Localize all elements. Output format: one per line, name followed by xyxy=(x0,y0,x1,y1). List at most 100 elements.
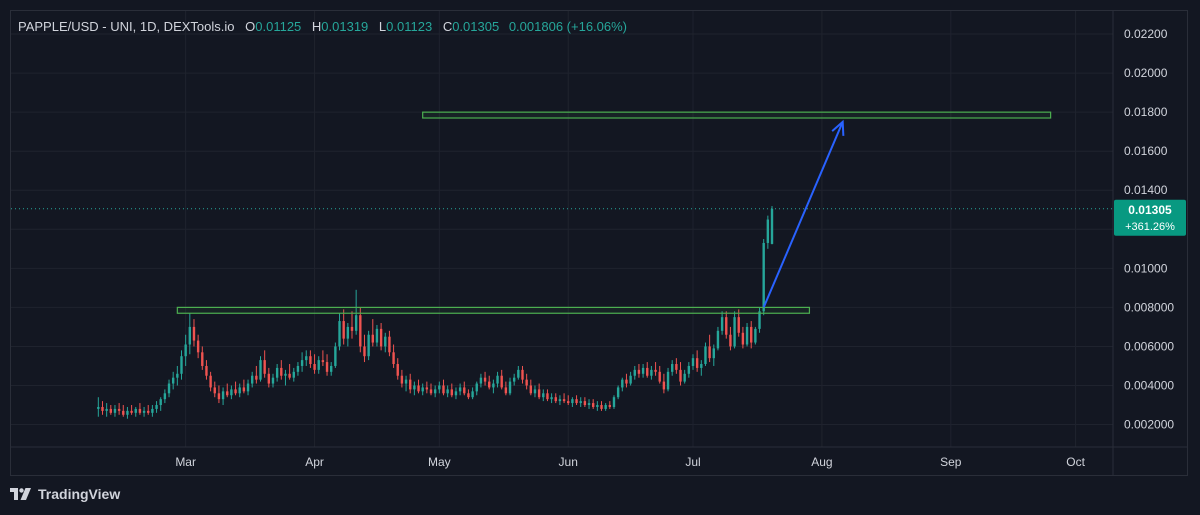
candle-body xyxy=(109,408,113,413)
candle-body xyxy=(504,387,508,394)
candle-body xyxy=(359,315,362,347)
candle-body xyxy=(188,326,192,345)
candle-body xyxy=(400,375,404,384)
candle-body xyxy=(700,364,703,368)
candle-body xyxy=(533,389,537,394)
candle-body xyxy=(392,352,395,365)
candle-body xyxy=(267,373,271,384)
candle-body xyxy=(97,406,100,409)
candle-body xyxy=(646,367,649,376)
close-label: C xyxy=(442,19,453,34)
target-arrow-head xyxy=(831,119,845,136)
candles xyxy=(97,206,774,419)
price-axis[interactable]: 0.002000 0.004000 0.006000 0.008000 0.01000 0… xyxy=(1112,11,1174,476)
candle-body xyxy=(404,379,408,384)
candle-body xyxy=(238,387,241,394)
candle-body xyxy=(720,317,724,331)
candle-body xyxy=(142,410,146,413)
candle-body xyxy=(213,387,216,394)
badge-change: +361.26% xyxy=(1125,221,1175,233)
candle-body xyxy=(421,387,424,392)
candle-body xyxy=(147,410,150,413)
candle-body xyxy=(417,385,420,392)
candle-body xyxy=(662,381,666,390)
candle-body xyxy=(234,389,237,394)
candle-body xyxy=(633,369,636,376)
y-tick-label: 0.01800 xyxy=(1124,105,1168,119)
candle-body xyxy=(529,385,533,394)
candle-body xyxy=(733,317,736,347)
candle-body xyxy=(330,365,333,372)
candle-body xyxy=(492,383,495,388)
candle-body xyxy=(587,403,591,406)
candle-body xyxy=(205,365,208,376)
close-value: 0.01305 xyxy=(452,19,500,34)
candle-body xyxy=(616,387,620,398)
candle-body xyxy=(117,408,121,411)
candle-body xyxy=(446,389,449,394)
candle-body xyxy=(521,369,524,380)
candle-body xyxy=(155,405,158,409)
x-tick-label: Jul xyxy=(685,455,700,469)
badge-price: 0.01305 xyxy=(1128,203,1172,217)
candle-body xyxy=(458,387,462,392)
candle-body xyxy=(171,377,175,384)
candle-body xyxy=(683,373,686,382)
candle-body xyxy=(122,410,125,415)
candle-body xyxy=(325,362,329,372)
candle-body xyxy=(737,317,740,333)
candle-body xyxy=(708,346,711,359)
candle-body xyxy=(167,383,171,394)
candle-body xyxy=(766,219,770,243)
candle-body xyxy=(338,321,341,347)
candle-body xyxy=(475,383,478,392)
candle-body xyxy=(591,403,595,407)
candle-body xyxy=(554,397,557,402)
candle-body xyxy=(762,242,765,312)
candle-body xyxy=(612,397,616,407)
candle-body xyxy=(176,373,179,378)
candle-body xyxy=(284,373,287,376)
candle-body xyxy=(496,375,499,384)
badge-bg xyxy=(1114,199,1186,236)
candle-body xyxy=(138,408,142,413)
candle-body xyxy=(384,336,387,347)
candle-body xyxy=(180,356,183,374)
candle-body xyxy=(596,405,599,407)
candle-body xyxy=(537,389,541,398)
candle-body xyxy=(517,369,520,378)
high-value: 0.01319 xyxy=(321,19,369,34)
change-value: 0.001806 (+16.06%) xyxy=(508,19,628,34)
brand-footer[interactable]: TradingView xyxy=(10,486,120,502)
candle-body xyxy=(342,321,345,339)
candle-body xyxy=(151,408,154,413)
chart-frame xyxy=(10,10,1188,476)
candle-body xyxy=(463,387,466,394)
candle-body xyxy=(429,389,433,394)
candle-body xyxy=(296,365,300,372)
candle-body xyxy=(230,389,233,396)
y-tick-label: 0.02000 xyxy=(1124,66,1168,80)
candle-body xyxy=(221,391,225,400)
candle-body xyxy=(579,401,582,404)
candle-body xyxy=(438,385,441,390)
candle-body xyxy=(666,371,670,390)
y-tick-label: 0.002000 xyxy=(1124,418,1174,432)
candle-body xyxy=(226,391,229,396)
candle-body xyxy=(126,410,129,415)
candle-body xyxy=(184,344,187,357)
candle-body xyxy=(650,369,653,376)
drawing-annotations[interactable] xyxy=(176,111,1052,314)
candle-body xyxy=(641,367,645,374)
candle-body xyxy=(679,369,682,382)
candle-body xyxy=(105,408,108,411)
symbol-title: PAPPLE/USD - UNI, 1D, DEXTools.io xyxy=(18,19,235,34)
candle-body xyxy=(255,375,258,380)
candle-body xyxy=(292,371,295,378)
y-tick-label: 0.02200 xyxy=(1124,27,1168,41)
candle-body xyxy=(305,356,308,361)
candle-body xyxy=(454,391,458,396)
y-tick-label: 0.01600 xyxy=(1124,144,1168,158)
time-axis[interactable]: Mar Apr May Jun Jul Aug Sep Oct xyxy=(11,446,1188,469)
